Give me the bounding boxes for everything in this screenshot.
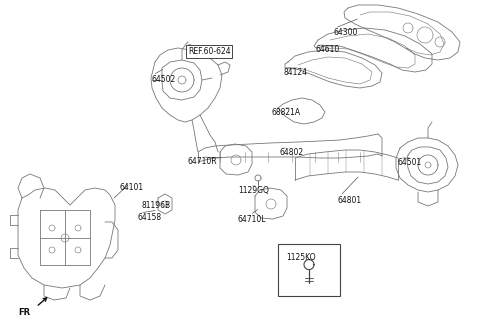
Text: 1125KO: 1125KO bbox=[286, 253, 316, 262]
Text: 64158: 64158 bbox=[138, 213, 162, 222]
Text: 1129GQ: 1129GQ bbox=[238, 186, 269, 195]
Text: 84124: 84124 bbox=[284, 68, 308, 77]
Text: 64801: 64801 bbox=[338, 196, 362, 205]
Bar bbox=[278, 244, 340, 296]
Text: REF.60-624: REF.60-624 bbox=[188, 47, 230, 56]
Text: 68821A: 68821A bbox=[272, 108, 301, 117]
Text: 64710R: 64710R bbox=[188, 157, 217, 166]
Text: FR: FR bbox=[18, 308, 30, 317]
Text: 64710L: 64710L bbox=[238, 215, 266, 224]
Text: 64802: 64802 bbox=[280, 148, 304, 157]
Text: 64501: 64501 bbox=[398, 158, 422, 167]
Text: 64610: 64610 bbox=[316, 45, 340, 54]
Text: 64300: 64300 bbox=[334, 28, 359, 37]
Text: 81196B: 81196B bbox=[142, 201, 171, 210]
Text: 64502: 64502 bbox=[152, 75, 176, 84]
Text: 64101: 64101 bbox=[120, 183, 144, 192]
